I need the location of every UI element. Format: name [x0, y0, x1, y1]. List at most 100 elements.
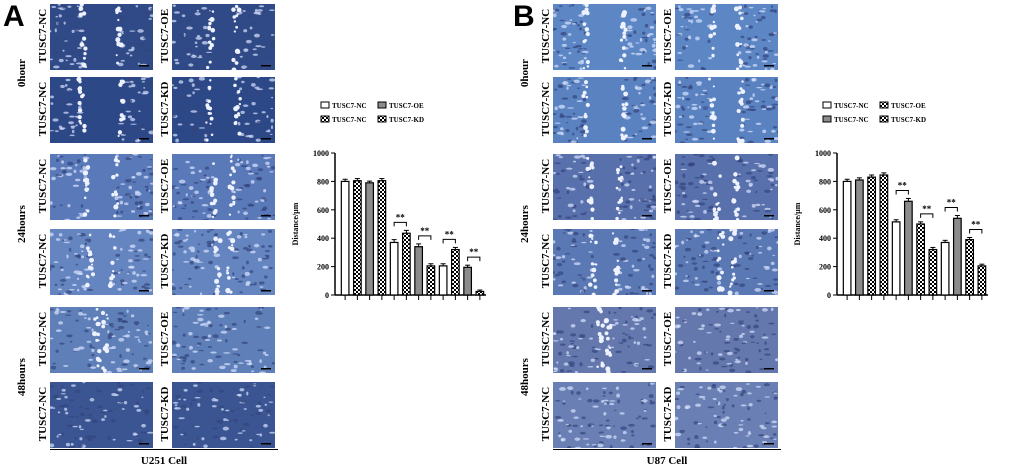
image-label: TUSC7-NC [37, 81, 49, 137]
y-tick-label: 800 [317, 177, 329, 186]
significance-bracket [944, 206, 958, 212]
legend-label: TUSC7-OE [389, 102, 424, 110]
legend-swatch [879, 115, 889, 123]
legend-label: TUSC7-NC [834, 116, 869, 124]
micrograph-image [675, 4, 778, 70]
bar [977, 265, 987, 296]
panel-letter-b: B [513, 0, 535, 33]
image-label: TUSC7-KD [662, 81, 674, 137]
y-tick-label: 400 [819, 234, 831, 243]
panel-a-bar-chart: TUSC7-NC TUSC7-OE TUSC7-NC TUSC7-KD 0 200 400 6… [291, 101, 486, 300]
time-point-label: 0hour [519, 58, 531, 87]
time-point-label: 24hours [16, 205, 28, 243]
image-label: TUSC7-KD [159, 233, 171, 289]
image-label: TUSC7-KD [159, 386, 171, 442]
image-label: TUSC7-NC [540, 8, 552, 64]
micrograph-image [553, 307, 656, 373]
significance-label: ** [971, 219, 981, 229]
bar [365, 182, 375, 296]
micrograph-image [553, 382, 656, 448]
micrograph-image [172, 229, 275, 295]
bar [377, 180, 387, 296]
image-label: TUSC7-KD [662, 386, 674, 442]
y-tick-label: 1000 [815, 149, 831, 158]
micrograph-image [172, 4, 275, 70]
image-label: TUSC7-NC [540, 233, 552, 289]
image-label: TUSC7-OE [662, 311, 674, 367]
significance-label: ** [898, 180, 908, 190]
legend-label: TUSC7-KD [389, 116, 424, 124]
image-label: TUSC7-OE [159, 8, 171, 64]
bar [414, 246, 424, 296]
y-tick-label: 200 [819, 263, 831, 272]
bar [854, 179, 864, 296]
image-label: TUSC7-NC [540, 386, 552, 442]
significance-label: ** [922, 204, 932, 214]
significance-bracket [442, 238, 456, 244]
time-point-label: 48hours [16, 357, 28, 396]
legend-swatch [879, 101, 889, 109]
legend-swatch [377, 101, 387, 109]
bar [426, 265, 436, 296]
legend-label: TUSC7-OE [891, 102, 926, 110]
y-tick-label: 200 [317, 263, 329, 272]
y-axis-label: Distance/μm [793, 202, 802, 245]
image-label: TUSC7-OE [662, 158, 674, 214]
bar [450, 248, 460, 296]
legend-swatch [320, 115, 330, 123]
image-label: TUSC7-OE [159, 311, 171, 367]
panel-b-bar-chart: TUSC7-NC TUSC7-OE TUSC7-NC TUSC7-KD 0 200 400 6… [793, 101, 988, 300]
image-label: TUSC7-KD [662, 233, 674, 289]
micrograph-image [553, 229, 656, 295]
y-axis-label: Distance/μm [291, 202, 300, 245]
significance-bracket [467, 256, 481, 262]
bar [867, 176, 877, 296]
y-tick-label: 600 [819, 206, 831, 215]
micrograph-image [675, 382, 778, 448]
image-label: TUSC7-NC [37, 233, 49, 289]
time-point-label: 24hours [519, 205, 531, 243]
micrograph-image [553, 77, 656, 143]
bar [401, 232, 411, 296]
micrograph-image [50, 77, 153, 143]
bar [475, 290, 485, 296]
panel-b-cell-line: U87 Cell [646, 455, 688, 467]
panel-b-baseline [553, 449, 781, 450]
significance-bracket [393, 221, 407, 227]
bar [389, 241, 399, 296]
significance-bracket [418, 235, 432, 240]
micrograph-image [50, 154, 153, 220]
legend-swatch [377, 115, 387, 123]
bar [842, 180, 852, 296]
bar [965, 239, 975, 296]
bar [903, 200, 913, 296]
micrograph-image [675, 229, 778, 295]
panel-letter-a: A [3, 0, 25, 33]
y-tick-label: 400 [317, 234, 329, 243]
legend-swatch [320, 101, 330, 109]
image-label: TUSC7-NC [37, 158, 49, 214]
panel-a-cell-line: U251 Cell [140, 455, 188, 467]
micrograph-image [172, 382, 275, 448]
y-tick-label: 0 [325, 291, 329, 300]
legend-label: TUSC7-NC [332, 102, 367, 110]
micrograph-image [50, 4, 153, 70]
significance-label: ** [947, 197, 957, 207]
y-tick-label: 800 [819, 177, 831, 186]
y-tick-label: 1000 [313, 149, 329, 158]
bar [940, 241, 950, 296]
micrograph-image [50, 382, 153, 448]
micrograph-image [675, 307, 778, 373]
significance-bracket [969, 228, 983, 234]
bar [352, 180, 362, 296]
bar [463, 266, 473, 296]
bar [916, 223, 926, 296]
micrograph-image [50, 307, 153, 373]
micrograph-image [675, 77, 778, 143]
time-point-label: 0hour [16, 58, 28, 87]
legend-swatch [822, 115, 832, 123]
significance-label: ** [396, 212, 406, 222]
panel-a-baseline [50, 449, 278, 450]
image-label: TUSC7-OE [159, 158, 171, 214]
micrograph-image [172, 154, 275, 220]
